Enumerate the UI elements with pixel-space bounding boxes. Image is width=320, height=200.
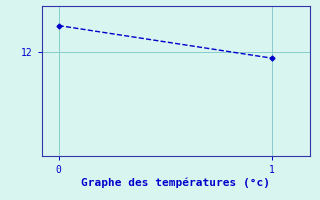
X-axis label: Graphe des températures (°c): Graphe des températures (°c) bbox=[82, 178, 270, 188]
